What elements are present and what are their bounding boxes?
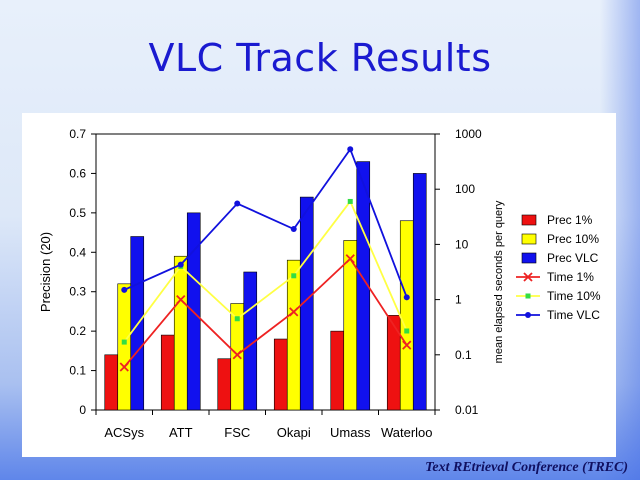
marker-time-10- — [234, 316, 240, 322]
legend-label-prec-1-: Prec 1% — [547, 213, 593, 227]
bar-prec-10- — [117, 283, 132, 411]
legend-swatch-prec-10- — [521, 233, 537, 245]
legend-label-prec-vlc: Prec VLC — [547, 251, 599, 265]
bar-prec-1- — [104, 354, 119, 411]
marker-time-1- — [345, 254, 355, 264]
bar-prec-vlc — [412, 173, 427, 411]
legend-label-time-1-: Time 1% — [547, 270, 594, 284]
marker-time-vlc — [347, 146, 354, 153]
bar-prec-1- — [386, 315, 401, 411]
y-tick-label: 0.2 — [69, 324, 86, 338]
x-category-label: ACSys — [104, 425, 144, 440]
legend-swatch-prec-1- — [521, 214, 537, 226]
x-category-label: Umass — [330, 425, 371, 440]
marker-time-10- — [121, 339, 127, 345]
x-category-label: Okapi — [277, 425, 311, 440]
y-tick-label: 0.3 — [69, 285, 86, 299]
footer-credit: Text REtrieval Conference (TREC) — [425, 460, 628, 475]
marker-time-1- — [176, 294, 186, 305]
marker-time-10- — [347, 198, 353, 204]
bar-prec-1- — [217, 358, 232, 411]
legend-marker-time-vlc — [525, 312, 531, 318]
y2-tick-label: 10 — [455, 237, 469, 251]
marker-time-vlc — [290, 226, 297, 233]
marker-time-1- — [402, 340, 412, 350]
y2-tick-label: 0.1 — [455, 348, 472, 362]
line-time-vlc — [123, 147, 408, 298]
plot-frame — [95, 133, 436, 411]
marker-time-1- — [289, 307, 299, 317]
bar-prec-10- — [286, 259, 301, 411]
bar-prec-1- — [330, 330, 345, 411]
bar-prec-1- — [160, 334, 175, 411]
marker-time-10- — [291, 273, 297, 279]
marker-time-vlc — [234, 200, 241, 207]
legend-label-time-vlc: Time VLC — [547, 308, 600, 322]
marker-time-vlc — [403, 294, 410, 301]
x-category-label: FSC — [224, 425, 250, 440]
y-tick-label: 0 — [79, 403, 86, 417]
marker-time-10- — [404, 328, 410, 334]
legend-swatch-prec-vlc — [521, 252, 537, 264]
marker-time-1- — [119, 362, 129, 372]
y-tick-label: 0.5 — [69, 206, 86, 220]
y-tick-label: 0.4 — [69, 245, 86, 259]
bar-prec-10- — [173, 255, 188, 411]
y2-tick-label: 1 — [455, 293, 462, 307]
legend-label-time-10-: Time 10% — [547, 289, 601, 303]
y-tick-label: 0.7 — [69, 127, 86, 141]
y2-axis-title: mean elapsed seconds per query — [493, 200, 505, 363]
marker-time-1- — [232, 350, 242, 360]
line-time-1- — [123, 257, 408, 368]
y-tick-label: 0.6 — [69, 166, 86, 180]
slide-title: VLC Track Results — [148, 36, 492, 80]
y-tick-label: 0.1 — [69, 364, 86, 378]
line-time-10- — [123, 199, 408, 343]
bar-prec-10- — [399, 220, 414, 411]
y2-tick-label: 100 — [455, 182, 475, 196]
marker-time-vlc — [121, 286, 128, 293]
y2-tick-label: 0.01 — [455, 403, 479, 417]
bar-prec-1- — [273, 338, 288, 411]
legend-label-prec-10-: Prec 10% — [547, 232, 599, 246]
marker-time-vlc — [177, 261, 184, 268]
legend-marker-time-10- — [525, 293, 531, 299]
x-category-label: ATT — [169, 425, 193, 440]
legend-marker-time-1- — [523, 272, 533, 282]
bar-prec-vlc — [299, 196, 314, 411]
chart-panel: 0 0.1 0.2 0.3 0.4 0.5 0.6 0.7 0.01 0.1 1 10 100 1000 A… — [22, 113, 616, 457]
y2-tick-label: 1000 — [455, 127, 482, 141]
x-category-label: Waterloo — [381, 425, 433, 440]
y-axis-title: Precision (20) — [38, 232, 53, 312]
vlc-results-chart: 0 0.1 0.2 0.3 0.4 0.5 0.6 0.7 0.01 0.1 1 10 100 1000 A… — [38, 127, 601, 440]
